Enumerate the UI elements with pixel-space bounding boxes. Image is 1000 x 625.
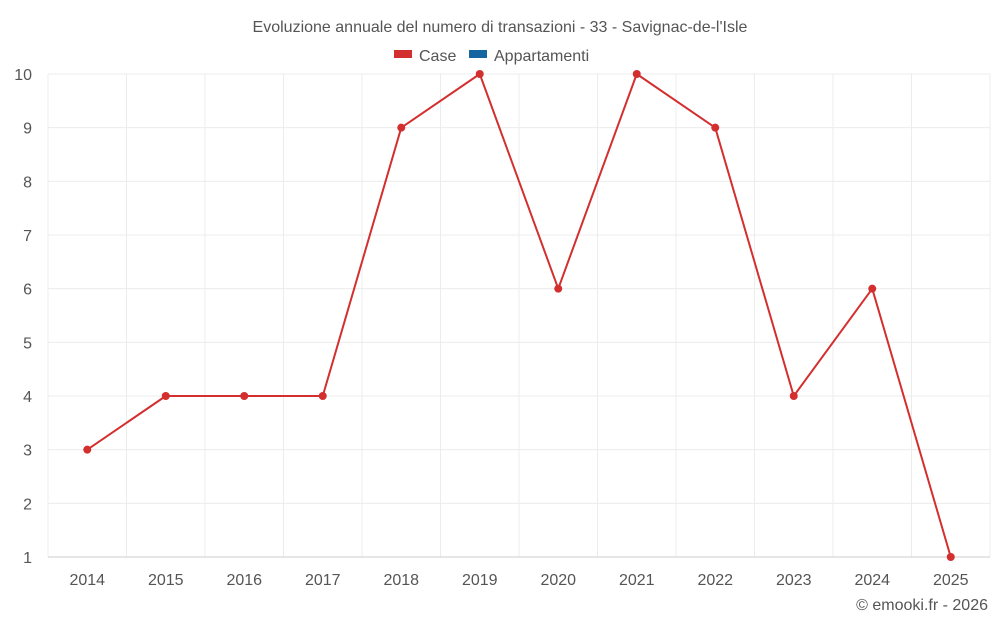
x-tick-label: 2015 (148, 572, 184, 589)
legend: Case Appartamenti (394, 48, 589, 65)
y-tick-label: 2 (23, 496, 32, 513)
legend-item-appartamenti[interactable]: Appartamenti (469, 48, 589, 65)
y-tick-label: 5 (23, 335, 32, 352)
chart-title: Evoluzione annuale del numero di transaz… (253, 19, 748, 36)
x-tick-label: 2019 (462, 572, 498, 589)
data-point-2018[interactable] (397, 123, 406, 132)
y-tick-label: 6 (23, 282, 32, 299)
data-point-2020[interactable] (554, 284, 563, 293)
x-tick-label: 2021 (619, 572, 655, 589)
data-point-2021[interactable] (632, 70, 641, 78)
series-case (83, 70, 955, 561)
credit-text: © emooki.fr - 2026 (856, 597, 988, 614)
x-tick-label: 2024 (854, 572, 890, 589)
y-tick-label: 1 (23, 550, 32, 567)
data-point-2024[interactable] (868, 284, 877, 293)
x-tick-label: 2016 (226, 572, 262, 589)
data-point-2016[interactable] (240, 392, 249, 400)
data-point-2019[interactable] (475, 70, 484, 78)
legend-item-case[interactable]: Case (394, 48, 456, 65)
legend-label-case: Case (419, 48, 456, 65)
grid (47, 73, 991, 558)
series-line-case (86, 73, 952, 558)
legend-swatch-appartamenti (469, 50, 487, 58)
y-tick-label: 9 (23, 121, 32, 138)
legend-label-appartamenti: Appartamenti (494, 48, 589, 65)
data-point-2025[interactable] (946, 553, 955, 561)
y-tick-label: 10 (14, 67, 32, 84)
y-tick-label: 4 (23, 389, 32, 406)
legend-swatch-case (394, 50, 412, 58)
y-tick-label: 3 (23, 443, 32, 460)
data-point-2015[interactable] (161, 392, 170, 400)
data-point-2014[interactable] (83, 445, 92, 454)
x-axis-ticks: 2014 2015 2016 2017 2018 2019 2020 2021 2022 2023… (69, 572, 968, 589)
data-point-2022[interactable] (711, 123, 720, 132)
x-tick-label: 2022 (697, 572, 733, 589)
y-axis-ticks: 1 2 3 4 5 6 7 8 9 10 (14, 67, 32, 567)
x-tick-label: 2025 (933, 572, 969, 589)
y-tick-label: 8 (23, 174, 32, 191)
x-tick-label: 2018 (383, 572, 419, 589)
x-tick-label: 2020 (540, 572, 576, 589)
x-tick-label: 2023 (776, 572, 812, 589)
x-tick-label: 2017 (305, 572, 341, 589)
data-point-2023[interactable] (789, 392, 798, 400)
y-tick-label: 7 (23, 228, 32, 245)
x-tick-label: 2014 (69, 572, 105, 589)
data-point-2017[interactable] (318, 392, 327, 400)
